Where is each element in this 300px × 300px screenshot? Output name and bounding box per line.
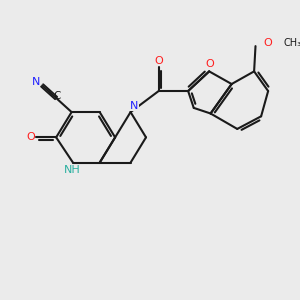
Text: CH₃: CH₃ — [283, 38, 300, 48]
Text: O: O — [264, 38, 272, 48]
Text: O: O — [155, 56, 164, 66]
Text: N: N — [32, 77, 40, 87]
Text: NH: NH — [64, 166, 81, 176]
Text: O: O — [26, 132, 35, 142]
Text: N: N — [130, 101, 138, 111]
Text: C: C — [53, 91, 60, 101]
Text: O: O — [205, 59, 214, 69]
